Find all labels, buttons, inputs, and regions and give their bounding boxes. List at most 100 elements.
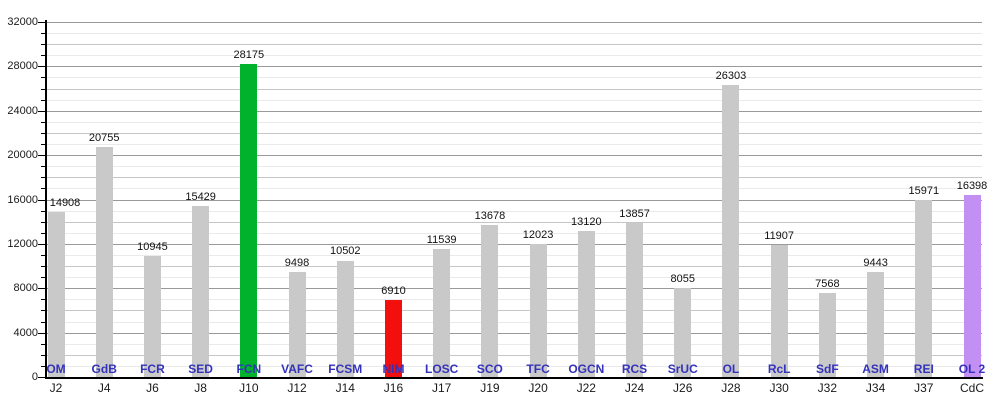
y-tick-label: 0	[31, 371, 38, 383]
bar	[433, 249, 451, 377]
gridline	[45, 77, 982, 79]
bar	[674, 287, 692, 377]
y-minor-tick	[41, 144, 45, 146]
category-label: OGCN	[568, 362, 605, 376]
y-minor-tick	[41, 221, 45, 223]
bar	[143, 255, 161, 377]
category-label: SCO	[476, 362, 503, 376]
y-major-tick	[38, 110, 45, 112]
x-axis-line	[45, 377, 983, 379]
y-minor-tick	[41, 299, 45, 301]
gridline	[45, 221, 982, 223]
bar-value-label: 9443	[863, 257, 888, 270]
category-label: FCR	[140, 362, 165, 376]
bar	[240, 64, 258, 377]
y-tick-label: 4000	[13, 326, 38, 339]
gridline	[45, 44, 982, 46]
gridline	[45, 132, 982, 134]
bar-value-label: 13120	[571, 216, 602, 229]
matchday-label: J22	[576, 381, 596, 395]
gridline	[45, 110, 982, 112]
y-axis-line	[45, 20, 47, 378]
y-major-tick	[38, 377, 45, 378]
matchday-label: J37	[914, 381, 934, 395]
y-minor-tick	[41, 310, 45, 312]
gridline	[45, 166, 982, 168]
y-tick-label: 12000	[7, 237, 38, 250]
y-minor-tick	[41, 321, 45, 323]
bar-value-label: 15971	[908, 184, 940, 197]
y-minor-tick	[41, 277, 45, 279]
category-label: LOSC	[425, 362, 459, 376]
gridline	[45, 210, 982, 212]
bar-value-label: 13857	[619, 208, 650, 221]
bar-value-label: 15429	[185, 190, 216, 203]
matchday-label: J26	[673, 381, 693, 395]
bar-value-label: 11907	[764, 229, 795, 242]
bar	[336, 260, 354, 377]
bar	[722, 85, 740, 377]
category-label: RcL	[767, 362, 791, 376]
matchday-label: J20	[528, 381, 548, 395]
y-minor-tick	[41, 33, 45, 35]
matchday-label: J16	[383, 381, 404, 395]
y-major-tick	[38, 199, 45, 201]
y-minor-tick	[41, 177, 45, 179]
bar-value-label: 8055	[670, 272, 695, 285]
category-label: FCN	[236, 362, 262, 376]
gridline	[45, 266, 982, 268]
matchday-label: J2	[49, 381, 63, 395]
category-label: RCS	[621, 362, 648, 376]
y-minor-tick	[41, 44, 45, 46]
bar	[867, 272, 885, 377]
matchday-label: J19	[480, 381, 500, 395]
matchday-label: J10	[239, 381, 259, 395]
y-minor-tick	[41, 365, 45, 367]
bar-value-label: 16398	[956, 180, 988, 193]
y-minor-tick	[41, 210, 45, 212]
gridline	[45, 332, 982, 334]
y-minor-tick	[41, 354, 45, 356]
y-tick-label: 16000	[7, 193, 38, 206]
matchday-label: J12	[287, 381, 307, 395]
bar	[626, 223, 644, 377]
bar-value-label: 20755	[88, 131, 120, 144]
matchday-label: J4	[97, 381, 111, 395]
gridline	[45, 188, 982, 190]
y-tick-label: 28000	[7, 60, 38, 73]
gridline	[45, 254, 982, 256]
bar	[963, 195, 981, 377]
y-minor-tick	[41, 55, 45, 57]
bar	[818, 293, 836, 377]
gridline	[45, 365, 982, 367]
bar-value-label: 12023	[522, 228, 554, 241]
gridline	[45, 144, 982, 146]
y-major-tick	[38, 155, 45, 157]
category-label: SdF	[816, 362, 839, 376]
bar-value-label: 11539	[426, 233, 457, 246]
gridline	[45, 99, 982, 101]
category-label: ASM	[862, 362, 889, 376]
category-label: TFC	[526, 362, 550, 376]
category-label: REI	[913, 362, 934, 376]
matchday-label: J8	[194, 381, 207, 395]
bar	[529, 243, 547, 377]
y-major-tick	[38, 332, 45, 334]
matchday-label: J30	[769, 381, 789, 395]
matchday-label: J17	[431, 381, 452, 395]
y-tick-label: 20000	[7, 149, 38, 162]
gridline	[45, 55, 982, 57]
y-minor-tick	[41, 343, 45, 345]
y-tick-label: 8000	[13, 282, 38, 295]
matchday-label: J28	[721, 381, 741, 395]
bar-value-label: 10502	[329, 245, 361, 258]
matchday-label: J14	[335, 381, 355, 395]
bar	[770, 244, 788, 377]
gridline	[45, 277, 982, 279]
plot-area: 14908 OM 20755 GdB 10945 FCR 15429 SED 28175 FCN 9…	[38, 22, 987, 378]
y-minor-tick	[41, 88, 45, 90]
category-label: OL	[722, 362, 740, 376]
bar-value-label: 6910	[381, 285, 406, 298]
gridline	[45, 155, 982, 157]
